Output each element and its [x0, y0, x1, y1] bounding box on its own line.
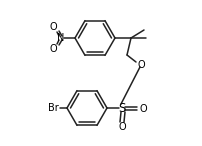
- Text: O: O: [49, 44, 57, 54]
- Text: Br: Br: [48, 103, 58, 113]
- Text: O: O: [137, 60, 145, 70]
- Text: N: N: [57, 33, 65, 43]
- Text: S: S: [118, 101, 126, 114]
- Text: O: O: [139, 104, 147, 113]
- Text: O: O: [49, 22, 57, 32]
- Text: O: O: [119, 122, 126, 132]
